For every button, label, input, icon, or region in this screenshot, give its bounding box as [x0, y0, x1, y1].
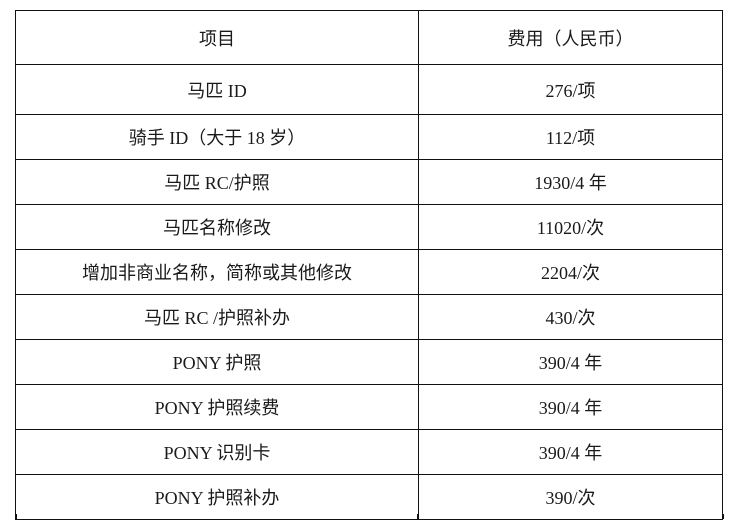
fee-cell: 430/次 [418, 294, 723, 340]
fee-cell: 112/项 [418, 114, 723, 160]
header-item: 项目 [15, 10, 419, 65]
border-tail [417, 514, 419, 519]
header-fee: 费用（人民币） [418, 10, 723, 65]
table-row: PONY 护照 390/4 年 [15, 339, 723, 385]
item-cell: 马匹名称修改 [15, 204, 419, 250]
item-cell: PONY 护照 [15, 339, 419, 385]
fee-cell: 11020/次 [418, 204, 723, 250]
border-tail [722, 514, 724, 519]
fee-cell: 1930/4 年 [418, 159, 723, 205]
item-cell: PONY 护照续费 [15, 384, 419, 430]
item-cell: 马匹 RC /护照补办 [15, 294, 419, 340]
table-row: 马匹 RC /护照补办 430/次 [15, 294, 723, 340]
fee-cell: 390/4 年 [418, 384, 723, 430]
fee-cell: 2204/次 [418, 249, 723, 295]
item-cell: 马匹 ID [15, 64, 419, 115]
fee-cell: 390/4 年 [418, 429, 723, 475]
border-tail [15, 514, 17, 519]
table-row: 马匹名称修改 11020/次 [15, 204, 723, 250]
item-cell: 骑手 ID（大于 18 岁） [15, 114, 419, 160]
fee-cell: 390/4 年 [418, 339, 723, 385]
table-row: 增加非商业名称，简称或其他修改 2204/次 [15, 249, 723, 295]
table-row: PONY 护照补办 390/次 [15, 474, 723, 520]
table-row: 马匹 RC/护照 1930/4 年 [15, 159, 723, 205]
item-cell: PONY 识别卡 [15, 429, 419, 475]
table-row: 马匹 ID 276/项 [15, 64, 723, 115]
fee-cell: 390/次 [418, 474, 723, 520]
fee-cell: 276/项 [418, 64, 723, 115]
table-row: PONY 识别卡 390/4 年 [15, 429, 723, 475]
item-cell: PONY 护照补办 [15, 474, 419, 520]
table-header-row: 项目 费用（人民币） [15, 10, 723, 65]
item-cell: 增加非商业名称，简称或其他修改 [15, 249, 419, 295]
table-row: 骑手 ID（大于 18 岁） 112/项 [15, 114, 723, 160]
fee-table: 项目 费用（人民币） 马匹 ID 276/项 骑手 ID（大于 18 岁） 112/项… [15, 10, 723, 520]
table-row: PONY 护照续费 390/4 年 [15, 384, 723, 430]
item-cell: 马匹 RC/护照 [15, 159, 419, 205]
